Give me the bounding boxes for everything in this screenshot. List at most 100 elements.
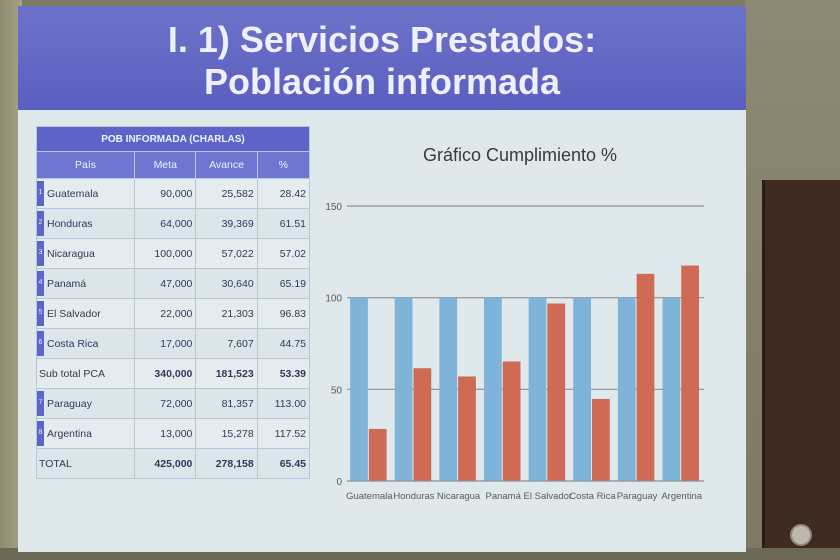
cell-pct: 96.83 (256, 298, 311, 329)
cell-pct: 61.51 (256, 208, 311, 239)
cell-pct: 117.52 (256, 418, 311, 449)
bar-avance (547, 303, 566, 481)
row-index: 2 (37, 211, 44, 236)
slide-title-line1: I. 1) Servicios Prestados: (167, 19, 597, 60)
cell-pct: 113.00 (256, 388, 311, 419)
table-row: 4 Panamá 47,000 30,640 65.19 (35, 268, 311, 299)
cell-avance: 25,582 (195, 178, 258, 209)
x-category-label: Nicaragua (437, 491, 481, 502)
cell-meta: 72,000 (134, 388, 197, 419)
row-index: 8 (37, 421, 44, 446)
bar-avance (458, 376, 476, 481)
y-tick-label: 100 (325, 294, 342, 305)
cell-meta: 100,000 (134, 238, 197, 269)
cell-pct: 53.39 (256, 358, 311, 389)
table-row: 3 Nicaragua 100,000 57,022 57.02 (35, 238, 311, 269)
table-row: 5 El Salvador 22,000 21,303 96.83 (35, 298, 311, 329)
table-row: Sub total PCA 340,000 181,523 53.39 (35, 358, 311, 389)
bar-meta (662, 297, 681, 481)
bar-meta (350, 297, 368, 481)
table-row: 1 Guatemala 90,000 25,582 28.42 (35, 178, 311, 209)
header-pct: % (256, 151, 311, 179)
cell-pais: 6 Costa Rica (35, 328, 136, 359)
cell-meta: 13,000 (134, 418, 197, 449)
table-row: TOTAL 425,000 278,158 65.45 (35, 448, 311, 479)
cell-meta: 340,000 (134, 358, 197, 389)
cell-pais: 3 Nicaragua (35, 238, 136, 269)
chart-title: Gráfico Cumplimiento % (422, 145, 618, 165)
cell-avance: 278,158 (195, 448, 258, 479)
bar-chart: 0 50 100 150 Guatemala Honduras Nicaragua Panam… (325, 202, 704, 502)
x-category-label: Panamá (485, 491, 521, 502)
bar-meta (528, 297, 547, 481)
cell-meta: 425,000 (134, 448, 197, 479)
table-row: 7 Paraguay 72,000 81,357 113.00 (35, 388, 311, 419)
x-category-label: Honduras (393, 491, 434, 502)
row-index: 4 (37, 271, 44, 296)
cell-pais: 2 Honduras (35, 208, 136, 239)
cell-pct: 65.45 (256, 448, 311, 479)
bar-meta (573, 297, 591, 481)
y-tick-label: 150 (325, 202, 342, 213)
door (762, 180, 840, 560)
bar-meta (439, 297, 458, 481)
x-category-label: Paraguay (617, 491, 658, 502)
cell-meta: 22,000 (134, 298, 197, 329)
cell-pct: 57.02 (256, 238, 311, 269)
header-pais: País (35, 151, 136, 179)
bar-avance (502, 361, 521, 481)
cell-pais: 8 Argentina (35, 418, 136, 449)
row-index: 5 (37, 301, 44, 326)
slide-title-line2: Población informada (203, 61, 561, 102)
y-tick-label: 0 (336, 477, 342, 488)
x-category-label: Argentina (661, 491, 702, 502)
bar-avance (681, 265, 699, 481)
x-category-label: El Salvador (524, 491, 573, 502)
wall-left (0, 0, 22, 560)
x-category-label: Guatemala (346, 491, 393, 502)
cell-pais: 5 El Salvador (35, 298, 136, 329)
data-table: POB INFORMADA (CHARLAS) País Meta Avance% … (35, 126, 311, 479)
bar-avance (368, 428, 387, 481)
cell-meta: 17,000 (134, 328, 197, 359)
row-index: 7 (37, 391, 44, 416)
cell-pct: 44.75 (256, 328, 311, 359)
cell-avance: 39,369 (195, 208, 258, 239)
table-row: 8 Argentina 13,000 15,278 117.52 (35, 418, 311, 449)
cell-pais: 1 Guatemala (35, 178, 136, 209)
cell-avance: 30,640 (195, 268, 258, 299)
row-index: 6 (37, 331, 44, 356)
cell-pais: Sub total PCA (35, 358, 136, 389)
bar-meta (394, 297, 413, 481)
cell-avance: 15,278 (195, 418, 258, 449)
header-meta: Meta (134, 151, 197, 179)
cell-meta: 90,000 (134, 178, 197, 209)
table-caption: POB INFORMADA (CHARLAS) (36, 126, 310, 152)
bar-avance (636, 273, 655, 481)
cell-pct: 65.19 (256, 268, 311, 299)
cell-meta: 47,000 (134, 268, 197, 299)
bar-avance (413, 368, 432, 481)
header-avance: Avance (195, 151, 258, 179)
cell-pais: 4 Panamá (35, 268, 136, 299)
cell-pct: 28.42 (256, 178, 311, 209)
row-index: 3 (37, 241, 44, 266)
door-knob (790, 524, 812, 546)
x-category-label: Costa Rica (569, 491, 616, 502)
y-tick-label: 50 (331, 385, 343, 396)
bar-meta (617, 297, 636, 481)
data-table-wrapper: POB INFORMADA (CHARLAS) País Meta Avance% … (35, 126, 311, 486)
table-row: 6 Costa Rica 17,000 7,607 44.75 (35, 328, 311, 359)
cell-pais: 7 Paraguay (35, 388, 136, 419)
cell-meta: 64,000 (134, 208, 197, 239)
cell-avance: 21,303 (195, 298, 258, 329)
cell-avance: 57,022 (195, 238, 258, 269)
slide-title-bar: I. 1) Servicios Prestados: Población inf… (18, 6, 746, 110)
cell-avance: 7,607 (195, 328, 258, 359)
cell-pais: TOTAL (35, 448, 136, 479)
cell-avance: 81,357 (195, 388, 258, 419)
table-row: 2 Honduras 64,000 39,369 61.51 (35, 208, 311, 239)
bar-avance (591, 398, 610, 481)
row-index: 1 (37, 181, 44, 206)
cell-avance: 181,523 (195, 358, 258, 389)
